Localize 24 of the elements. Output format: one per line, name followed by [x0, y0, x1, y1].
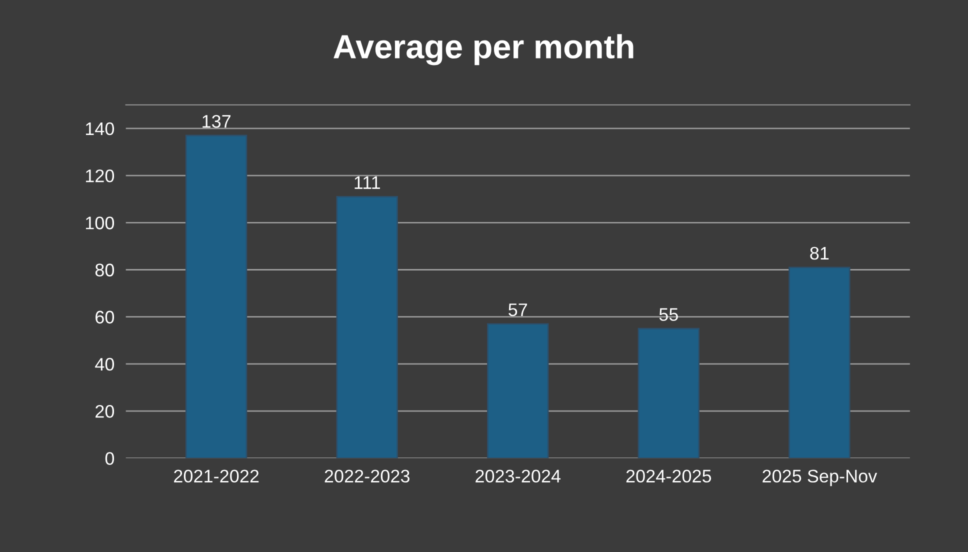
- bar: [185, 134, 248, 458]
- y-tick-label: 20: [96, 404, 114, 418]
- y-tick-label: 60: [96, 310, 114, 324]
- x-tick-label: 2024-2025: [626, 470, 712, 483]
- y-tick-label: 140: [86, 122, 114, 136]
- y-tick-label: 100: [86, 216, 114, 230]
- y-tick-label: 40: [95, 358, 114, 371]
- x-tick-label: 2025 Sep-Nov: [762, 470, 878, 486]
- bar: [788, 266, 850, 458]
- y-tick-label: 0: [105, 452, 114, 465]
- data-label: 81: [810, 246, 829, 260]
- chart-title: Average per month: [334, 34, 634, 66]
- data-label: 137: [202, 114, 230, 128]
- bar: [336, 196, 398, 458]
- x-tick-label: 2023-2024: [476, 470, 561, 483]
- x-tick-label: 2021-2022: [174, 470, 259, 483]
- y-tick-label: 120: [86, 169, 114, 182]
- data-label: 57: [508, 304, 528, 316]
- bar: [487, 323, 549, 458]
- data-label: 111: [354, 176, 380, 189]
- y-tick-label: 80: [95, 264, 114, 276]
- x-tick-label: 2022-2023: [324, 470, 410, 483]
- bar: [638, 328, 700, 458]
- data-label: 55: [659, 308, 678, 321]
